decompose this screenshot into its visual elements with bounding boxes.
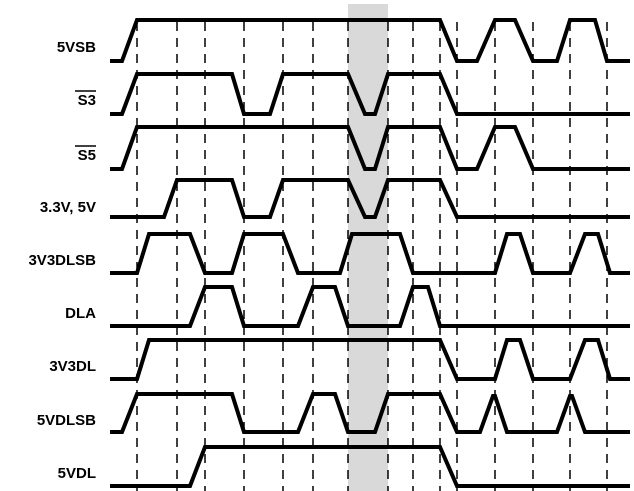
signal-label-dla: DLA — [65, 305, 96, 322]
waveforms — [110, 18, 630, 488]
waveform-s3 — [110, 72, 630, 116]
signal-label-3v3dl: 3V3DL — [49, 358, 96, 375]
signal-label-s3: S3 — [78, 92, 96, 109]
waveform-dla — [110, 285, 630, 328]
waveform-5vsb — [110, 18, 630, 63]
waveform-3v3-5v — [110, 178, 630, 219]
highlight-band — [348, 4, 388, 491]
waveform-5vdl — [110, 445, 630, 488]
signal-label-3v3dlsb: 3V3DLSB — [28, 252, 96, 269]
waveform-s5 — [110, 125, 630, 171]
waveform-3v3dl — [110, 338, 630, 381]
waveform-5vdlsb — [110, 392, 630, 434]
waveform-3v3dlsb — [110, 232, 630, 275]
signal-labels: 5VSB S3 S5 3.3V, 5V 3V3DLSB DLA 3V3DL 5V… — [28, 39, 96, 482]
signal-label-5vdlsb: 5VDLSB — [37, 412, 96, 429]
signal-label-5vdl: 5VDL — [58, 465, 96, 482]
signal-label-3v3-5v: 3.3V, 5V — [40, 199, 96, 216]
time-markers — [136, 22, 608, 491]
signal-label-s5: S5 — [78, 147, 96, 164]
signal-label-5vsb: 5VSB — [57, 39, 96, 56]
